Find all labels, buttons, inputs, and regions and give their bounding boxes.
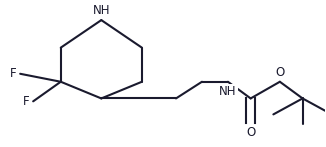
Text: F: F [10, 67, 17, 80]
Text: NH: NH [93, 4, 110, 17]
Text: NH: NH [219, 85, 237, 98]
Text: F: F [23, 95, 30, 108]
Text: O: O [275, 66, 285, 79]
Text: O: O [246, 126, 255, 139]
